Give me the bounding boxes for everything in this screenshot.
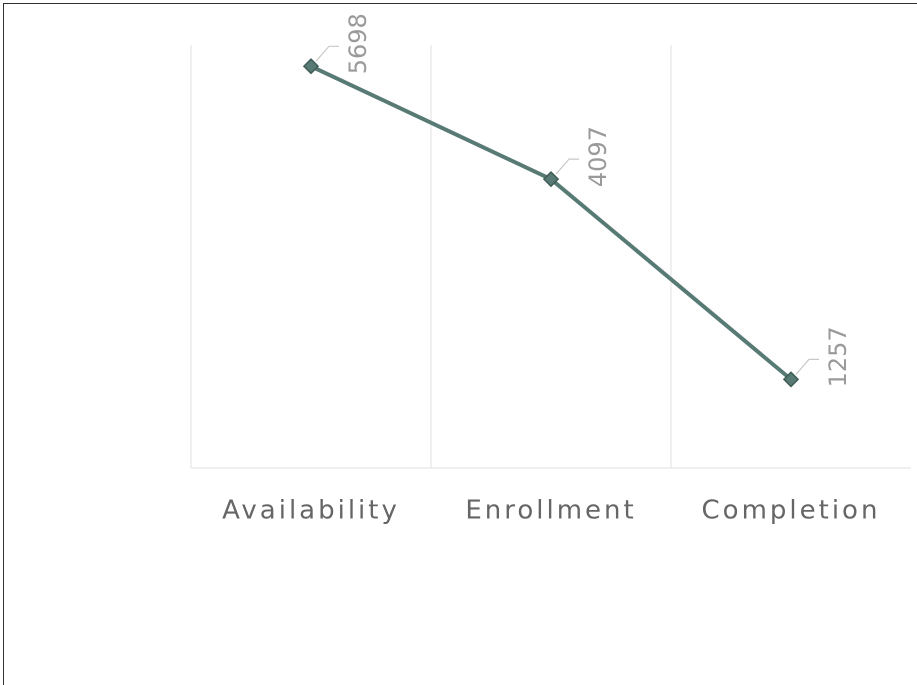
leader-line: [795, 358, 819, 375]
marker: [782, 371, 800, 388]
data-label: 1257: [824, 326, 852, 387]
x-tick-label: Availability: [222, 496, 400, 526]
leader-line: [555, 158, 579, 175]
marker: [302, 58, 320, 75]
chart-frame: [3, 3, 917, 685]
leader-line: [315, 45, 339, 62]
marker: [542, 171, 560, 188]
x-tick-label: Enrollment: [465, 496, 636, 526]
x-tick-label: Completion: [702, 496, 881, 526]
data-label: 5698: [344, 13, 372, 74]
data-label: 4097: [584, 126, 612, 187]
